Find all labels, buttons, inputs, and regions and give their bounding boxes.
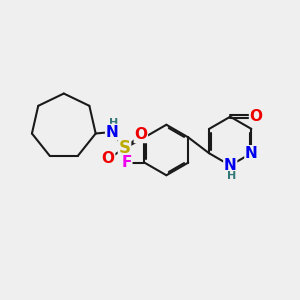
Text: S: S	[118, 140, 130, 158]
Text: O: O	[134, 128, 147, 142]
Text: N: N	[106, 124, 118, 140]
Text: N: N	[224, 158, 237, 173]
Text: O: O	[250, 109, 262, 124]
Text: N: N	[245, 146, 258, 161]
Text: F: F	[122, 155, 132, 170]
Text: H: H	[227, 171, 236, 181]
Text: O: O	[102, 151, 115, 166]
Text: H: H	[110, 118, 119, 128]
